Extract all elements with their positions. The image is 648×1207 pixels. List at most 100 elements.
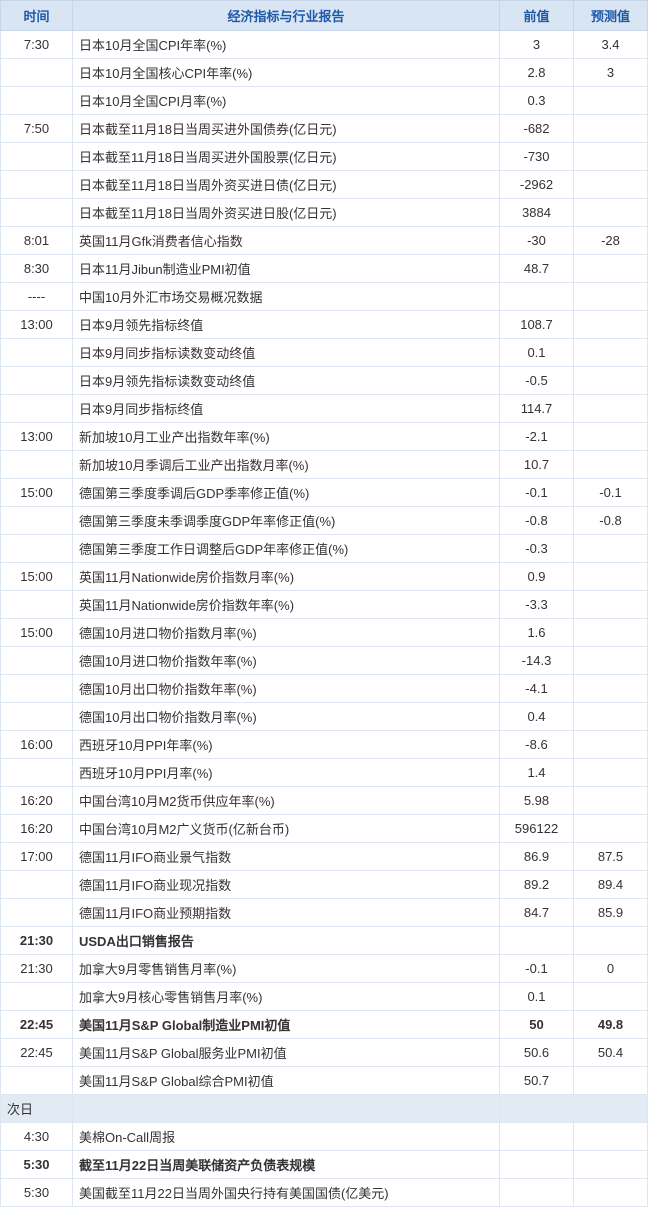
cell-prev: 3 (500, 31, 574, 59)
cell-time: 15:00 (1, 619, 73, 647)
table-row: 13:00日本9月领先指标终值108.7 (1, 311, 648, 339)
cell-time (1, 59, 73, 87)
table-row: 西班牙10月PPI月率(%)1.4 (1, 759, 648, 787)
cell-prev: 114.7 (500, 395, 574, 423)
cell-time: 22:45 (1, 1011, 73, 1039)
cell-desc: 德国11月IFO商业景气指数 (73, 843, 500, 871)
cell-prev (500, 1123, 574, 1151)
header-forecast: 预测值 (574, 1, 648, 31)
cell-time: 8:01 (1, 227, 73, 255)
cell-time (1, 759, 73, 787)
table-row: 15:00英国11月Nationwide房价指数月率(%)0.9 (1, 563, 648, 591)
header-desc: 经济指标与行业报告 (73, 1, 500, 31)
cell-desc: 中国10月外汇市场交易概况数据 (73, 283, 500, 311)
cell-forecast: -0.8 (574, 507, 648, 535)
table-row: 英国11月Nationwide房价指数年率(%)-3.3 (1, 591, 648, 619)
cell-time: 4:30 (1, 1123, 73, 1151)
cell-forecast (574, 703, 648, 731)
cell-forecast (574, 199, 648, 227)
cell-time: 5:30 (1, 1179, 73, 1207)
cell-time: 21:30 (1, 955, 73, 983)
cell-forecast: 3 (574, 59, 648, 87)
cell-time: ---- (1, 283, 73, 311)
cell-time (1, 983, 73, 1011)
cell-prev: 50.6 (500, 1039, 574, 1067)
cell-desc: 德国第三季度季调后GDP季率修正值(%) (73, 479, 500, 507)
cell-prev: 1.6 (500, 619, 574, 647)
table-row: 21:30加拿大9月零售销售月率(%)-0.10 (1, 955, 648, 983)
cell-time: 7:50 (1, 115, 73, 143)
cell-desc: 日本9月同步指标读数变动终值 (73, 339, 500, 367)
cell-time (1, 87, 73, 115)
cell-prev: 0.1 (500, 339, 574, 367)
cell-time (1, 703, 73, 731)
cell-time: 8:30 (1, 255, 73, 283)
cell-forecast (574, 1067, 648, 1095)
table-row: 5:30美国截至11月22日当周外国央行持有美国国债(亿美元) (1, 1179, 648, 1207)
cell-desc: 德国10月进口物价指数年率(%) (73, 647, 500, 675)
table-row: 日本截至11月18日当周外资买进日债(亿日元)-2962 (1, 171, 648, 199)
cell-forecast: 89.4 (574, 871, 648, 899)
cell-forecast (574, 143, 648, 171)
table-row: 8:01英国11月Gfk消费者信心指数-30-28 (1, 227, 648, 255)
cell-forecast (574, 759, 648, 787)
cell-forecast (574, 115, 648, 143)
cell-time (1, 339, 73, 367)
cell-forecast: -28 (574, 227, 648, 255)
cell-forecast (574, 787, 648, 815)
table-row: 15:00德国10月进口物价指数月率(%)1.6 (1, 619, 648, 647)
cell-time: 22:45 (1, 1039, 73, 1067)
cell-time (1, 451, 73, 479)
cell-prev: 50.7 (500, 1067, 574, 1095)
table-row: 16:20中国台湾10月M2广义货币(亿新台币)596122 (1, 815, 648, 843)
cell-time (1, 675, 73, 703)
cell-desc: 美国截至11月22日当周外国央行持有美国国债(亿美元) (73, 1179, 500, 1207)
table-row: 德国10月出口物价指数年率(%)-4.1 (1, 675, 648, 703)
cell-time: 17:00 (1, 843, 73, 871)
table-row: ----中国10月外汇市场交易概况数据 (1, 283, 648, 311)
cell-forecast (574, 563, 648, 591)
cell-forecast (574, 619, 648, 647)
cell-prev: -2.1 (500, 423, 574, 451)
table-row: 日本9月同步指标终值114.7 (1, 395, 648, 423)
cell-forecast (574, 647, 648, 675)
cell-prev: 1.4 (500, 759, 574, 787)
cell-desc: 德国第三季度工作日调整后GDP年率修正值(%) (73, 535, 500, 563)
cell-prev: -0.1 (500, 955, 574, 983)
cell-desc: 日本11月Jibun制造业PMI初值 (73, 255, 500, 283)
cell-desc: 日本截至11月18日当周买进外国股票(亿日元) (73, 143, 500, 171)
table-row: 22:45美国11月S&P Global制造业PMI初值5049.8 (1, 1011, 648, 1039)
section-label: 次日 (1, 1095, 73, 1123)
cell-forecast: 3.4 (574, 31, 648, 59)
cell-time: 16:20 (1, 787, 73, 815)
cell-forecast (574, 983, 648, 1011)
cell-prev: -8.6 (500, 731, 574, 759)
cell-forecast: 0 (574, 955, 648, 983)
cell-time (1, 1067, 73, 1095)
cell-time (1, 647, 73, 675)
cell-prev: -682 (500, 115, 574, 143)
cell-time (1, 395, 73, 423)
cell-time: 5:30 (1, 1151, 73, 1179)
cell-desc: 中国台湾10月M2广义货币(亿新台币) (73, 815, 500, 843)
cell-desc: 日本10月全国CPI年率(%) (73, 31, 500, 59)
cell-forecast (574, 591, 648, 619)
cell-prev: 3884 (500, 199, 574, 227)
cell-time (1, 171, 73, 199)
header-row: 时间 经济指标与行业报告 前值 预测值 (1, 1, 648, 31)
cell-forecast (574, 1123, 648, 1151)
cell-desc: 日本9月领先指标终值 (73, 311, 500, 339)
cell-prev: 89.2 (500, 871, 574, 899)
table-row: 德国第三季度未季调季度GDP年率修正值(%)-0.8-0.8 (1, 507, 648, 535)
table-row: 德国11月IFO商业预期指数84.785.9 (1, 899, 648, 927)
table-row: 新加坡10月季调后工业产出指数月率(%)10.7 (1, 451, 648, 479)
cell-prev: 0.1 (500, 983, 574, 1011)
section-next-day: 次日 (1, 1095, 648, 1123)
cell-desc: 英国11月Nationwide房价指数月率(%) (73, 563, 500, 591)
cell-time (1, 535, 73, 563)
cell-prev: -3.3 (500, 591, 574, 619)
header-time: 时间 (1, 1, 73, 31)
cell-time (1, 871, 73, 899)
cell-time: 16:20 (1, 815, 73, 843)
cell-prev (500, 1179, 574, 1207)
